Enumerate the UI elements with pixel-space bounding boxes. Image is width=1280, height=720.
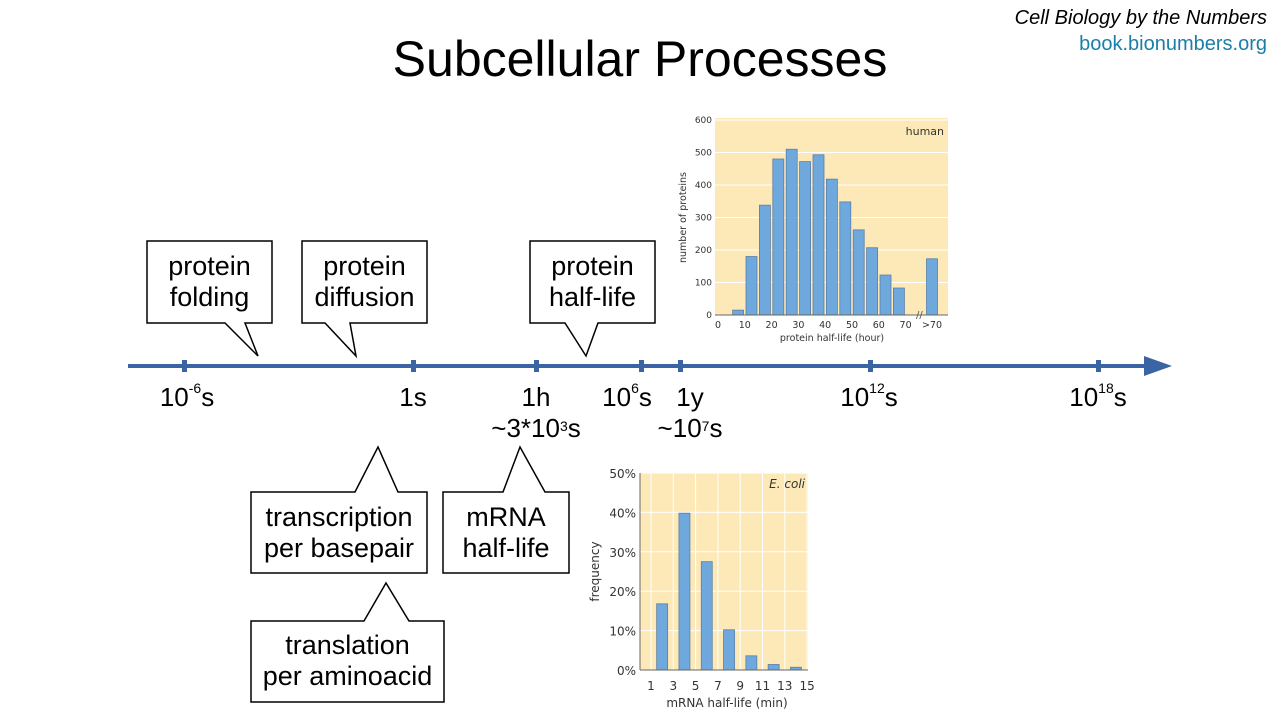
tick-label-1e12: 1012s	[840, 380, 898, 412]
callout-mrna-half-life: mRNA half-life	[443, 502, 569, 564]
arrow-head-icon	[1144, 356, 1172, 376]
bar	[759, 204, 771, 316]
callout-text: transcription	[265, 502, 413, 532]
x-tick-label: 20	[766, 320, 778, 331]
tick-label-1e18: 1018s	[1069, 380, 1127, 412]
bar	[926, 258, 938, 316]
callout-text: protein	[168, 251, 251, 281]
bar	[826, 178, 838, 316]
callout-protein-diffusion-shape	[301, 240, 428, 359]
book-link[interactable]: book.bionumbers.org	[1079, 33, 1267, 55]
bar	[866, 247, 878, 316]
x-axis-label: protein half-life (hour)	[780, 333, 884, 344]
x-tick-label: 70	[900, 320, 912, 331]
callout-protein-folding-shape	[146, 240, 273, 357]
y-tick-label: 100	[695, 279, 712, 289]
y-tick-label: 600	[695, 116, 712, 126]
bar	[732, 309, 744, 316]
tick-1e12	[868, 360, 873, 372]
bar	[745, 256, 758, 316]
timeline-ticks	[182, 360, 1101, 372]
y-axis-label: number of proteins	[678, 172, 689, 263]
tick-1e6	[639, 360, 644, 372]
callout-text: diffusion	[314, 282, 415, 312]
y-tick-label: 500	[695, 149, 712, 159]
callout-transcription: transcription per basepair	[251, 502, 427, 564]
callout-protein-half-life: protein half-life	[530, 251, 655, 313]
callout-text: protein	[323, 251, 406, 281]
y-tick-label: 400	[695, 181, 712, 191]
book-title: Cell Biology by the Numbers	[1014, 7, 1267, 29]
x-tick-label: 60	[873, 320, 885, 331]
callout-mrna-shape	[442, 445, 570, 574]
callout-text: half-life	[548, 282, 637, 312]
tick-1e-6	[182, 360, 187, 372]
x-tick-label: 30	[792, 320, 804, 331]
x-tick-label: 50	[846, 320, 858, 331]
bar	[812, 154, 825, 316]
bar	[785, 148, 798, 316]
tick-1h	[534, 360, 539, 372]
callout-protein-diffusion: protein diffusion	[302, 251, 427, 313]
bar	[852, 229, 865, 316]
callout-text: translation	[285, 630, 410, 660]
tick-label-1e-6: 10-6s	[159, 380, 215, 412]
tick-label-1y: 1y ~107s	[657, 382, 723, 443]
bar	[772, 158, 785, 316]
chart-title: human	[906, 125, 944, 138]
callout-text: per aminoacid	[262, 661, 433, 691]
slide-title: Subcellular Processes	[392, 31, 888, 87]
tick-1y	[678, 360, 683, 372]
tick-1e18	[1096, 360, 1101, 372]
x-tick-label: 0	[715, 320, 721, 331]
axis-break-icon: //	[916, 310, 923, 321]
callout-translation-shape	[250, 581, 445, 703]
callout-protein-folding: protein folding	[147, 251, 272, 313]
y-tick-label: 0	[706, 311, 712, 321]
callout-text: half-life	[462, 533, 550, 563]
bar	[799, 161, 811, 316]
tick-label-1h: 1h ~3*103s	[491, 382, 581, 443]
bar	[879, 274, 892, 316]
x-tick-label: 40	[819, 320, 831, 331]
bar	[893, 287, 905, 316]
callout-text: folding	[169, 282, 250, 312]
callout-text: mRNA	[466, 502, 546, 532]
x-tick-label: 10	[739, 320, 751, 331]
x-tick-label: >70	[922, 320, 942, 331]
bar	[839, 201, 852, 316]
callout-text: per basepair	[263, 533, 415, 563]
callout-text: protein	[551, 251, 634, 281]
callout-transcription-shape	[250, 445, 428, 574]
y-tick-label: 200	[695, 246, 712, 256]
tick-1s	[411, 360, 416, 372]
callout-translation: translation per aminoacid	[251, 630, 444, 692]
callout-protein-half-life-shape	[529, 240, 656, 358]
y-tick-label: 300	[695, 214, 712, 224]
tick-label-1e6: 106s	[602, 380, 652, 412]
tick-label-1s: 1s	[399, 382, 427, 412]
